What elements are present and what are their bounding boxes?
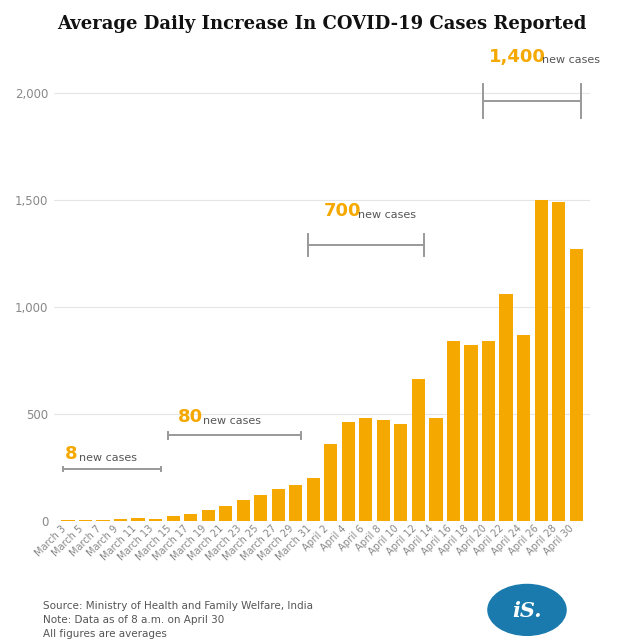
- Title: Average Daily Increase In COVID-19 Cases Reported: Average Daily Increase In COVID-19 Cases…: [58, 15, 587, 33]
- Text: Source: Ministry of Health and Family Welfare, India
Note: Data as of 8 a.m. on : Source: Ministry of Health and Family We…: [43, 601, 313, 639]
- Text: iS.: iS.: [512, 601, 542, 621]
- Bar: [114, 519, 127, 521]
- Bar: [79, 520, 92, 521]
- Bar: [131, 518, 144, 521]
- Text: 80: 80: [179, 408, 203, 426]
- Text: new cases: new cases: [358, 210, 416, 220]
- Bar: [167, 517, 180, 521]
- Bar: [184, 514, 197, 521]
- Text: new cases: new cases: [203, 416, 261, 426]
- Text: 1,400: 1,400: [489, 48, 546, 65]
- Bar: [342, 422, 355, 521]
- Bar: [149, 519, 162, 521]
- Bar: [324, 444, 337, 521]
- Text: 8: 8: [64, 445, 77, 463]
- Bar: [360, 418, 373, 521]
- Text: new cases: new cases: [542, 55, 600, 65]
- Bar: [482, 341, 495, 521]
- Bar: [289, 485, 303, 521]
- Bar: [202, 510, 215, 521]
- Bar: [237, 501, 250, 521]
- Bar: [219, 506, 232, 521]
- Bar: [570, 249, 583, 521]
- Bar: [394, 424, 407, 521]
- Bar: [447, 341, 460, 521]
- Bar: [254, 495, 267, 521]
- Bar: [517, 334, 530, 521]
- Bar: [552, 202, 565, 521]
- Bar: [307, 478, 320, 521]
- Bar: [377, 420, 390, 521]
- Text: new cases: new cases: [79, 453, 138, 463]
- Bar: [412, 379, 425, 521]
- Bar: [464, 345, 477, 521]
- Ellipse shape: [488, 584, 566, 636]
- Bar: [534, 200, 547, 521]
- Bar: [430, 418, 443, 521]
- Bar: [500, 294, 513, 521]
- Text: 700: 700: [324, 202, 361, 220]
- Bar: [97, 520, 110, 521]
- Bar: [61, 520, 74, 521]
- Bar: [272, 489, 285, 521]
